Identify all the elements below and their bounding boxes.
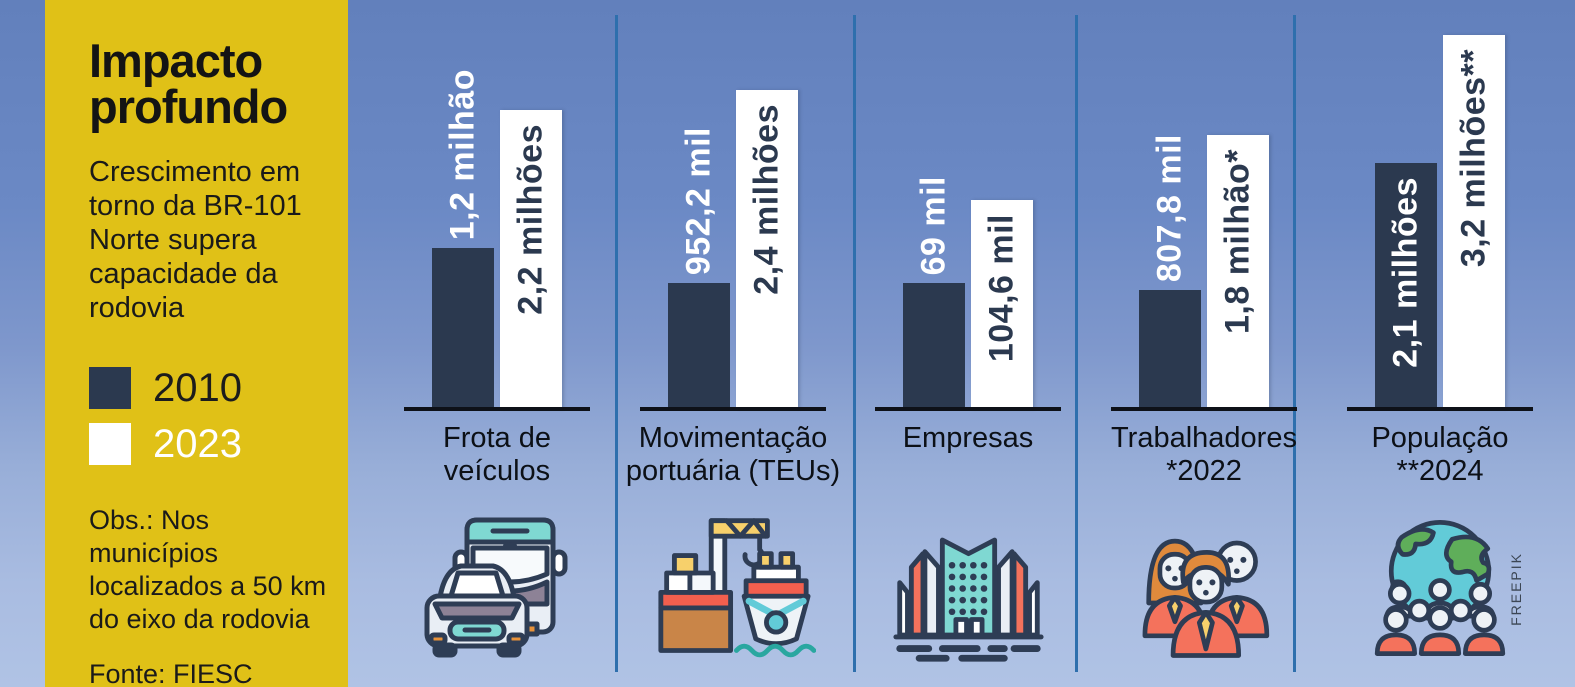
bar-2023: 2,2 milhões bbox=[500, 110, 562, 409]
bar-value-2023: 3,2 milhões** bbox=[1454, 49, 1493, 268]
bar-2010: 952,2 mil bbox=[668, 127, 730, 409]
vehicles-icon bbox=[387, 498, 607, 678]
bar-2023: 104,6 mil bbox=[971, 200, 1033, 409]
bar-value-2023: 2,4 milhões bbox=[747, 104, 786, 295]
divider-line bbox=[853, 15, 856, 672]
page-subtitle: Crescimento em torno da BR-101 Norte sup… bbox=[89, 156, 302, 324]
workers-icon bbox=[1094, 498, 1314, 678]
bar-value-2023: 104,6 mil bbox=[982, 214, 1021, 363]
chart-group-movimentacao-portuaria: 952,2 mil 2,4 milhões Movimentação portu… bbox=[623, 0, 843, 687]
bar-value-2010: 69 mil bbox=[914, 175, 953, 275]
category-label: Frota de veículos bbox=[443, 422, 551, 487]
bar-2010: 69 mil bbox=[903, 176, 965, 409]
legend-label-2010: 2010 bbox=[153, 365, 242, 410]
bar-value-2010: 1,2 milhão bbox=[443, 68, 482, 240]
axis-baseline bbox=[1111, 407, 1297, 411]
buildings-icon bbox=[858, 498, 1078, 678]
bar-2010: 1,2 milhão bbox=[432, 69, 494, 409]
bar-value-2010: 2,1 milhões bbox=[1386, 177, 1425, 368]
port-icon-svg bbox=[657, 517, 816, 657]
chart-group-empresas: 69 mil 104,6 mil Empresas bbox=[858, 0, 1078, 687]
bar-2010: 807,8 mil bbox=[1139, 134, 1201, 409]
observation-note: Obs.: Nos municípios localizados a 50 km… bbox=[89, 504, 327, 634]
bar-value-2023: 1,8 milhão* bbox=[1218, 149, 1257, 335]
category-label: Empresas bbox=[902, 422, 1034, 454]
legend-swatch-2010 bbox=[89, 366, 131, 409]
legend-label-2023: 2023 bbox=[153, 421, 242, 466]
category-label: População **2024 bbox=[1371, 422, 1509, 487]
workers-icon-svg bbox=[1142, 538, 1270, 658]
bar-2023: 1,8 milhão* bbox=[1207, 135, 1269, 409]
source-text: Fonte: FIESC bbox=[89, 659, 253, 687]
divider-line bbox=[1293, 15, 1296, 672]
info-panel: Impacto profundo Crescimento em torno da… bbox=[45, 0, 348, 687]
bar-2023: 3,2 milhões** bbox=[1443, 35, 1505, 409]
port-icon bbox=[623, 498, 843, 678]
axis-baseline bbox=[640, 407, 826, 411]
vehicles-icon-svg bbox=[424, 517, 568, 658]
legend-swatch-2023 bbox=[89, 422, 131, 465]
buildings-icon-svg bbox=[892, 537, 1044, 662]
category-label: Trabalhadores *2022 bbox=[1111, 422, 1297, 487]
bar-2010: 2,1 milhões bbox=[1375, 163, 1437, 409]
bar-value-2023: 2,2 milhões bbox=[511, 124, 550, 315]
divider-line bbox=[1075, 15, 1078, 672]
bar-value-2010: 952,2 mil bbox=[679, 126, 718, 275]
population-icon bbox=[1330, 498, 1550, 678]
legend: 2010 2023 bbox=[89, 366, 328, 466]
chart-group-frota-de-veiculos: 1,2 milhão 2,2 milhões Frota de veículos bbox=[387, 0, 607, 687]
chart-group-trabalhadores: 807,8 mil 1,8 milhão* Trabalhadores *202… bbox=[1094, 0, 1314, 687]
legend-row-2023: 2023 bbox=[89, 422, 328, 466]
axis-baseline bbox=[1347, 407, 1533, 411]
page-title: Impacto profundo bbox=[89, 34, 288, 134]
population-icon-svg bbox=[1374, 520, 1506, 656]
chart-group-populacao: 2,1 milhões 3,2 milhões** População **20… bbox=[1330, 0, 1550, 687]
legend-row-2010: 2010 bbox=[89, 366, 328, 410]
bar-2023: 2,4 milhões bbox=[736, 90, 798, 409]
divider-line bbox=[615, 15, 618, 672]
freepik-credit: FREEPIK bbox=[1508, 552, 1524, 626]
category-label: Movimentação portuária (TEUs) bbox=[625, 422, 841, 487]
bar-value-2010: 807,8 mil bbox=[1150, 133, 1189, 282]
axis-baseline bbox=[875, 407, 1061, 411]
axis-baseline bbox=[404, 407, 590, 411]
